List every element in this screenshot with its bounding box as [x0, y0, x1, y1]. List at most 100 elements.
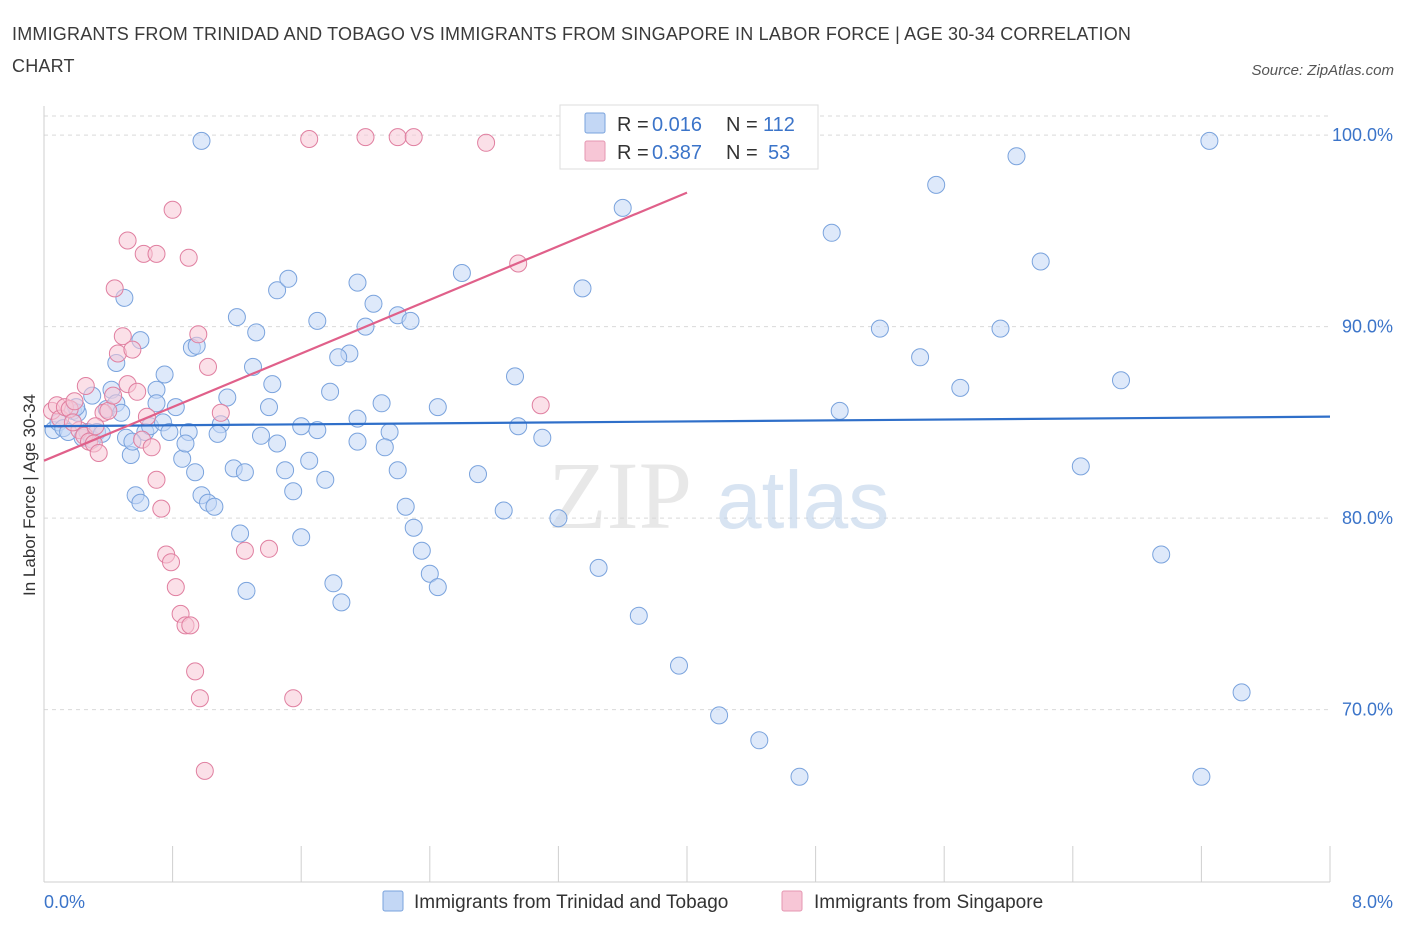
trinidad-point: [321, 382, 340, 401]
legend-label-blue: Immigrants from Trinidad and Tobago: [414, 892, 728, 913]
trinidad-point: [1200, 131, 1219, 150]
trinidad-point: [252, 426, 270, 445]
trinidad-point: [1152, 545, 1171, 564]
trinidad-point: [589, 558, 608, 577]
y-tick-label: 90.0%: [1342, 317, 1393, 337]
trinidad-point: [160, 423, 179, 441]
trinidad-point: [173, 449, 192, 468]
singapore-point: [404, 128, 423, 147]
legend-label-pink: Immigrants from Singapore: [814, 892, 1043, 913]
trinidad-point: [911, 348, 930, 367]
stats-n-value-blue: 112: [763, 114, 795, 136]
source-label: Source: ZipAtlas.com: [1251, 62, 1394, 79]
trinidad-point: [227, 308, 246, 327]
singapore-point: [356, 128, 375, 147]
singapore-point: [104, 386, 123, 405]
trinidad-point: [1232, 683, 1251, 702]
trinidad-point: [412, 541, 431, 560]
axes: [43, 106, 1331, 883]
stats-r-label-pink: R =: [617, 142, 649, 164]
bottom-legend: Immigrants from Trinidad and Tobago Immi…: [382, 890, 1043, 913]
singapore-point: [113, 327, 132, 346]
singapore-point: [76, 377, 95, 395]
trinidad-point: [629, 606, 648, 625]
chart-title: IMMIGRANTS FROM TRINIDAD AND TOBAGO VS I…: [12, 24, 1132, 76]
singapore-point: [477, 133, 496, 152]
trinidad-point: [375, 438, 394, 457]
singapore-point: [147, 470, 166, 489]
trinidad-point: [452, 264, 471, 282]
trinidad-point: [147, 394, 166, 413]
trinidad-point: [822, 223, 841, 242]
trinidad-point: [348, 432, 367, 451]
trinidad-point: [1031, 252, 1050, 271]
trinidad-point: [404, 518, 423, 537]
singapore-point: [190, 689, 209, 708]
trinidad-point: [329, 348, 348, 367]
trinidad-point: [192, 131, 211, 150]
trinidad-point: [533, 428, 552, 447]
trinidad-point: [1071, 457, 1090, 476]
trinidad-point: [710, 706, 729, 725]
stats-n-label-pink: N =: [726, 142, 758, 164]
trinidad-point: [927, 175, 946, 194]
singapore-point: [195, 761, 214, 780]
trinidad-point: [308, 311, 327, 330]
stats-swatch-pink: [584, 140, 606, 162]
trinidad-point: [324, 574, 343, 593]
trinidad-point: [509, 417, 528, 436]
singapore-point: [142, 438, 161, 457]
stats-r-value-blue: 0.016: [652, 114, 702, 136]
trinidad-point: [348, 273, 367, 292]
stats-swatch-blue: [584, 112, 606, 134]
trinidad-point: [235, 463, 254, 482]
trinidad-point: [750, 731, 769, 750]
singapore-point: [152, 499, 171, 518]
trinidad-point: [494, 501, 513, 520]
trinidad-point: [176, 434, 195, 453]
trinidad-point: [131, 493, 150, 512]
trinidad-point: [790, 767, 809, 786]
singapore-point: [284, 689, 303, 708]
trinidad-point: [268, 281, 287, 300]
y-tick-labels: 100.0% 90.0% 80.0% 70.0%: [1332, 125, 1393, 720]
singapore-point: [388, 128, 407, 147]
trinidad-point: [549, 509, 568, 528]
trinidad-point: [292, 417, 311, 436]
singapore-point: [211, 403, 230, 422]
singapore-point: [166, 578, 185, 597]
singapore-point: [181, 616, 200, 635]
singapore-point: [260, 539, 278, 558]
trinidad-point: [205, 497, 224, 516]
singapore-point: [162, 553, 180, 572]
singapore-point: [118, 231, 137, 250]
trinidad-point: [991, 319, 1010, 338]
trinidad-point: [670, 656, 688, 675]
trinidad-point: [364, 294, 383, 313]
singapore-trend-line: [43, 191, 688, 462]
trinidad-point: [1112, 371, 1130, 390]
trinidad-point: [388, 461, 407, 480]
watermark-atlas: atlas: [716, 455, 889, 546]
legend-swatch-blue: [382, 890, 404, 912]
singapore-point: [99, 401, 118, 420]
trinidad-point: [292, 528, 311, 547]
trinidad-point: [263, 375, 282, 394]
singapore-point: [105, 279, 124, 298]
trinidad-point: [316, 470, 335, 489]
singapore-point: [199, 357, 217, 376]
trinidad-point: [284, 482, 303, 501]
singapore-point: [186, 662, 205, 681]
trinidad-point: [260, 398, 278, 417]
trinidad-point: [428, 398, 447, 417]
trinidad-point: [613, 198, 632, 217]
stats-n-label-blue: N =: [726, 114, 758, 136]
singapore-point: [179, 248, 198, 267]
trinidad-point: [332, 593, 351, 612]
singapore-point: [65, 392, 84, 411]
stats-n-value-pink: 53: [768, 142, 790, 164]
trinidad-point: [870, 319, 889, 338]
y-tick-label: 80.0%: [1342, 508, 1393, 528]
trinidad-point: [420, 564, 439, 583]
